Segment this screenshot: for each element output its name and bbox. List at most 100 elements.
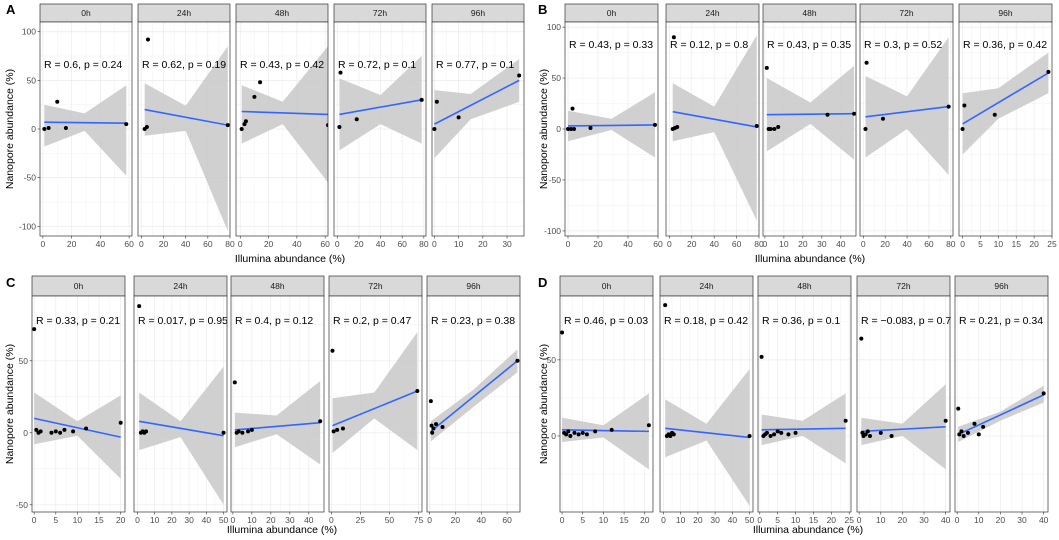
data-point [962,103,967,108]
facet-48h: 48h R = 0.4, p = 0.12 0 10 20 30 40 [231,275,325,525]
regression-line [567,124,656,127]
facet-strip-label: 48h [270,281,284,291]
x-tick-label: 20 [827,515,837,525]
x-tick-label: 10 [150,515,160,525]
facet-strip-label: 0h [81,8,91,18]
facet-72h: 72h R = 0.3, p = 0.52 0 20 40 60 80 [859,3,956,249]
data-point [62,427,67,432]
data-point [58,430,63,435]
data-point [564,432,569,437]
y-tick-label: -100 [544,226,561,236]
x-tick-label: 30 [817,239,827,249]
data-point [434,422,439,427]
confidence-band [234,381,321,465]
x-tick-label: 40 [1039,515,1049,525]
data-point [959,429,964,434]
data-point [419,97,424,102]
data-point [566,127,570,131]
x-tick-label: 0 [41,239,46,249]
plot-border [665,21,760,237]
x-tick-label: 15 [94,515,104,525]
plot-border [757,295,852,513]
x-tick-label: 50 [745,515,755,525]
regression-line [44,121,127,124]
data-point [566,429,571,434]
data-point [434,99,439,104]
stat-annotation: R = 0.36, p = 0.42 [963,39,1047,51]
x-tick-label: 20 [266,515,276,525]
data-point [825,112,830,117]
y-tick-label: 0 [556,124,561,134]
x-tick-label: 80 [419,239,429,249]
x-tick-label: 10 [791,515,801,525]
x-tick-label: 30 [1017,515,1027,525]
y-tick-label: -50 [549,175,562,185]
x-tick-label: 0 [427,515,432,525]
x-tick-label: 10 [779,239,789,249]
stat-annotation: R = 0.77, p = 0.1 [436,59,514,71]
facet-72h: 72h R = 0.72, p = 0.1 0 20 40 60 80 [333,3,429,249]
y-axis-title: Nanopore abundance (%) [4,344,16,464]
x-tick-label: 25 [1047,239,1057,249]
x-tick-label: 15 [619,515,629,525]
data-point [946,104,951,109]
x-tick-label: 10 [876,515,886,525]
x-tick-label: 80 [225,239,235,249]
x-tick-label: 0 [757,515,762,525]
data-point [867,433,872,438]
confidence-band [962,52,1049,155]
x-tick-label: 10 [599,515,609,525]
facet-96h: 96h R = 0.21, p = 0.34 0 10 20 30 40 [954,275,1049,525]
confidence-band [339,56,422,151]
x-tick-label: 40 [902,239,912,249]
panel-letter: B [538,2,547,17]
x-tick-label: 40 [709,239,719,249]
x-tick-label: 75 [414,515,424,525]
x-tick-label: 60 [320,239,330,249]
data-point [236,429,241,434]
confidence-band [766,65,855,160]
regression-line [957,394,1045,436]
x-tick-label: 80 [754,239,764,249]
x-tick-label: 0 [566,239,571,249]
data-point [144,429,149,434]
facet-strip-label: 48h [275,8,289,18]
data-point [326,123,328,128]
y-tick-label: 100 [22,27,36,37]
y-tick-label: -50 [16,500,29,510]
x-tick-label: 20 [593,239,603,249]
data-point [243,119,248,124]
plot-border [859,21,954,237]
data-point [580,430,585,435]
data-point [671,35,676,40]
x-tick-label: 80 [946,239,956,249]
x-axis-title: Illumina abundance (%) [227,524,337,536]
x-tick-label: 20 [159,239,169,249]
facet-48h: 48h R = 0.43, p = 0.42 0 20 40 60 [235,3,330,249]
data-point [768,127,773,131]
plot-area [329,296,422,512]
plot-border [328,295,423,513]
plot-border [31,295,126,513]
data-point [588,125,593,130]
data-point [515,358,520,363]
x-tick-label: 20 [264,239,274,249]
data-point [49,430,54,435]
data-point [431,426,436,431]
x-tick-label: 15 [809,515,819,525]
facet-strip-label: 72h [896,281,910,291]
regression-line [562,429,649,433]
plot-border [137,21,231,237]
data-point [415,389,420,394]
x-tick-label: 20 [996,515,1006,525]
data-point [889,433,894,438]
data-point [232,380,237,385]
plot-border [235,21,329,237]
data-point [42,127,47,131]
x-tick-label: 50 [385,515,395,525]
data-point [432,127,437,131]
plot-area [758,296,851,512]
data-point [754,123,759,128]
facet-strip-label: 48h [802,8,816,18]
